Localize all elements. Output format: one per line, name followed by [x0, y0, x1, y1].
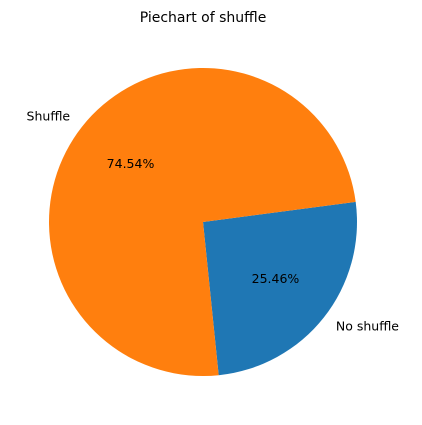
- slice-label-shuffle: Shuffle: [27, 108, 71, 123]
- slice-percent-shuffle: 74.54%: [107, 156, 155, 171]
- pie-slice-shuffle: [48, 68, 356, 377]
- pie-slice-no-shuffle: [203, 201, 357, 376]
- pie-labels: No shuffle 25.46% Shuffle 74.54%: [27, 108, 400, 333]
- pie-slices: [48, 68, 357, 377]
- chart-title: Piechart of shuffle: [140, 10, 267, 26]
- slice-percent-no-shuffle: 25.46%: [252, 271, 300, 286]
- slice-label-no-shuffle: No shuffle: [336, 319, 399, 334]
